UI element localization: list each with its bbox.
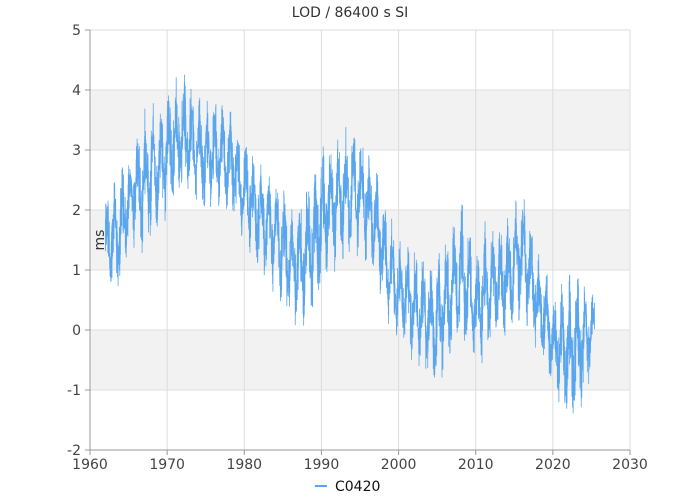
band-1 <box>90 210 630 270</box>
band--1 <box>90 330 630 390</box>
y-tick-label: 2 <box>72 203 81 219</box>
y-tick-label: 1 <box>72 263 81 279</box>
x-tick-label: 1990 <box>304 457 340 473</box>
x-tick-label: 1980 <box>226 457 262 473</box>
y-tick-label: -1 <box>67 383 81 399</box>
chart-title: LOD / 86400 s SI <box>292 5 408 21</box>
series-line <box>105 74 595 414</box>
y-tick-label: 0 <box>72 323 81 339</box>
y-axis-label: ms <box>92 230 108 251</box>
x-tick-label: 2030 <box>612 457 648 473</box>
axes <box>85 29 631 455</box>
legend-label[interactable]: C0420 <box>335 479 380 495</box>
x-tick-label: 2020 <box>535 457 571 473</box>
y-tick-label: 5 <box>72 23 81 39</box>
y-tick-label: 4 <box>72 83 81 99</box>
series-c0420 <box>105 74 595 414</box>
background-bands <box>90 90 630 390</box>
x-tick-labels: 1960 1970 1980 1990 2000 2010 2020 2030 <box>72 457 648 473</box>
y-tick-label: 3 <box>72 143 81 159</box>
x-tick-label: 1960 <box>72 457 108 473</box>
legend[interactable]: C0420 <box>315 479 380 495</box>
y-tick-labels: -2 -1 0 1 2 3 4 5 <box>67 23 81 459</box>
x-tick-label: 2000 <box>381 457 417 473</box>
x-tick-label: 1970 <box>149 457 185 473</box>
band-3 <box>90 90 630 150</box>
x-tick-label: 2010 <box>458 457 494 473</box>
y-tick-label: -2 <box>67 443 81 459</box>
